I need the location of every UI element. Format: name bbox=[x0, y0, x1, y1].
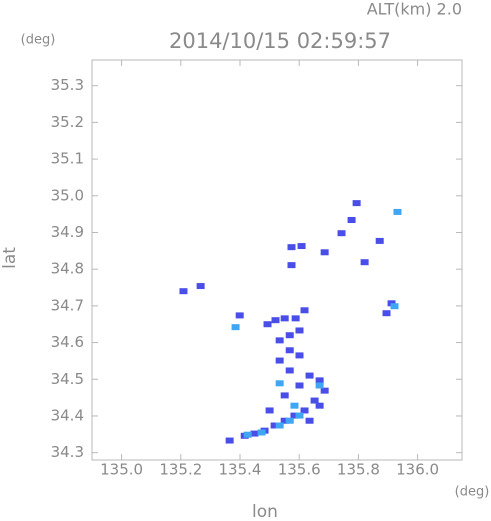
echo-cell bbox=[250, 430, 259, 437]
echo-cell bbox=[315, 377, 324, 384]
chart-title: 2014/10/15 02:59:57 bbox=[169, 29, 391, 53]
echo-cell bbox=[305, 372, 314, 379]
y-tick-label: 34.3 bbox=[51, 443, 84, 461]
echo-cell bbox=[285, 332, 294, 339]
y-tick-label: 34.9 bbox=[51, 223, 84, 241]
echo-cell bbox=[275, 422, 284, 429]
echo-cell bbox=[295, 382, 304, 389]
echo-cell bbox=[275, 337, 284, 344]
echo-cell bbox=[270, 422, 279, 429]
echo-cell bbox=[295, 352, 304, 359]
y-tick-label: 34.8 bbox=[51, 260, 84, 278]
echo-cell bbox=[290, 412, 299, 419]
x-axis-label: lon bbox=[252, 502, 278, 521]
echo-cell bbox=[280, 417, 289, 424]
echo-cell bbox=[305, 417, 314, 424]
echo-cell bbox=[320, 387, 329, 394]
echo-cell bbox=[360, 259, 369, 266]
echo-cell bbox=[265, 407, 274, 414]
x-tick-label: 135.4 bbox=[219, 461, 262, 479]
echo-cell bbox=[225, 437, 234, 444]
chart-subtitle: ALT(km) 2.0 bbox=[367, 0, 462, 19]
echo-cell bbox=[290, 402, 299, 409]
echo-cell bbox=[263, 321, 272, 328]
echo-cell bbox=[271, 317, 280, 324]
echo-cell bbox=[285, 367, 294, 374]
x-tick-label: 135.6 bbox=[278, 461, 321, 479]
echo-cell bbox=[196, 283, 205, 290]
x-tick-label: 135.8 bbox=[337, 461, 380, 479]
echo-cell bbox=[390, 303, 399, 310]
echo-cell bbox=[231, 324, 240, 331]
echo-cell bbox=[291, 315, 300, 322]
y-axis-label: lat bbox=[0, 247, 20, 269]
echo-cell bbox=[235, 312, 244, 319]
y-tick-label: 34.7 bbox=[51, 296, 84, 314]
echo-cell bbox=[315, 402, 324, 409]
echo-cell bbox=[257, 429, 266, 436]
echo-cell bbox=[285, 347, 294, 354]
echo-cell bbox=[243, 431, 252, 438]
x-tick-label: 136.0 bbox=[396, 461, 439, 479]
echo-cell bbox=[280, 315, 289, 322]
echo-cell bbox=[285, 417, 294, 424]
y-tick-label: 35.3 bbox=[51, 76, 84, 94]
echo-cell bbox=[320, 249, 329, 256]
x-unit: (deg) bbox=[455, 485, 490, 500]
echo-cell bbox=[297, 243, 306, 250]
y-unit: (deg) bbox=[21, 33, 56, 48]
echo-cell bbox=[382, 310, 391, 317]
echo-cell bbox=[375, 237, 384, 244]
echo-cell bbox=[347, 217, 356, 223]
y-tick-label: 34.5 bbox=[51, 370, 84, 388]
y-tick-label: 35.0 bbox=[51, 186, 84, 204]
echo-cell bbox=[179, 288, 188, 295]
y-tick-label: 35.2 bbox=[51, 113, 84, 131]
echo-cell bbox=[280, 392, 289, 399]
echo-cell bbox=[275, 357, 284, 364]
echo-cell bbox=[287, 244, 296, 251]
echo-cell bbox=[393, 208, 402, 215]
echo-cell bbox=[295, 327, 304, 334]
echo-cell bbox=[337, 230, 346, 237]
plot-frame bbox=[91, 59, 463, 461]
x-tick-label: 135.2 bbox=[159, 461, 202, 479]
echo-cell bbox=[310, 397, 319, 404]
echo-cell bbox=[315, 382, 324, 389]
x-tick-label: 135.0 bbox=[100, 461, 143, 479]
echo-cell bbox=[300, 307, 309, 314]
echo-cell bbox=[300, 407, 309, 414]
echo-cell bbox=[287, 262, 296, 269]
y-tick-label: 35.1 bbox=[51, 150, 84, 168]
echo-cell bbox=[275, 380, 284, 387]
y-tick-label: 34.6 bbox=[51, 333, 84, 351]
echo-cell bbox=[295, 412, 304, 419]
y-tick-label: 34.4 bbox=[51, 406, 84, 424]
echo-cell bbox=[352, 200, 361, 207]
